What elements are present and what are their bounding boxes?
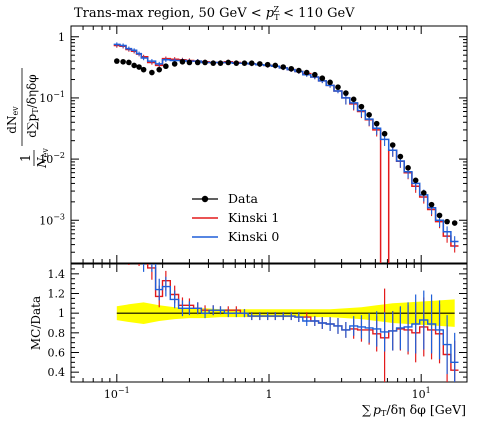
y-tick-label: 10−1 xyxy=(39,90,65,105)
data-point xyxy=(202,59,208,66)
x-axis-label: ∑ pT/δη δφ [GeV] xyxy=(362,402,466,418)
data-point xyxy=(412,177,419,184)
ratio-series xyxy=(128,264,459,382)
data-point xyxy=(366,111,372,118)
data-point xyxy=(225,59,232,66)
legend: Data Kinski 1 Kinski 0 xyxy=(192,191,279,244)
data-point xyxy=(120,58,126,65)
data-point xyxy=(280,64,287,70)
data-point xyxy=(381,130,388,137)
svg-text:d∑pT/δηδφ: d∑pT/δηδφ xyxy=(25,74,40,137)
data-point xyxy=(327,79,333,86)
data-point xyxy=(248,60,255,66)
data-point xyxy=(241,60,248,66)
data-point xyxy=(296,67,302,74)
svg-text:Nev: Nev xyxy=(35,148,50,169)
data-point xyxy=(288,65,295,72)
data-point xyxy=(163,63,169,70)
ratio-y-axis-label: MC/Data xyxy=(29,296,43,350)
data-point xyxy=(186,59,193,66)
ratio-line-kinski1 xyxy=(147,264,459,371)
data-point xyxy=(444,218,450,225)
svg-text:Kinski 1: Kinski 1 xyxy=(228,210,279,225)
data-point xyxy=(343,90,349,96)
legend-entry-kinski0: Kinski 0 xyxy=(192,229,279,244)
ratio-line-kinski0 xyxy=(154,264,459,363)
legend-entry-kinski1: Kinski 1 xyxy=(192,210,279,225)
main-axis-ticks xyxy=(70,26,468,264)
x-tick-label: 10−1 xyxy=(104,386,130,401)
data-point xyxy=(451,220,458,226)
data-point xyxy=(256,61,263,67)
svg-text:dNev: dNev xyxy=(5,106,20,134)
y-tick-label: 1 xyxy=(58,31,65,44)
legend-entry-data: Data xyxy=(192,191,258,206)
ratio-tick-label: 0.6 xyxy=(48,347,66,360)
data-point xyxy=(272,62,279,69)
data-point xyxy=(171,61,178,67)
data-point xyxy=(373,120,380,127)
data-point xyxy=(436,212,443,219)
series-line-kinski1 xyxy=(113,44,459,263)
ratio-tick-label: 1.4 xyxy=(48,268,66,281)
data-point xyxy=(264,61,271,68)
data-point xyxy=(420,190,427,196)
tick-labels: 10−1 1 101 1 10−1 10−2 10−3 1.4 1.2 1 0.8 0.6 0.4 xyxy=(39,31,431,401)
data-point xyxy=(140,66,147,73)
data-point xyxy=(149,69,155,76)
x-tick-label: 1 xyxy=(266,388,273,401)
svg-text:Kinski 0: Kinski 0 xyxy=(228,229,279,244)
svg-text:1: 1 xyxy=(19,154,34,162)
data-point xyxy=(233,60,240,66)
data-point xyxy=(179,58,186,65)
data-uncertainty-band xyxy=(116,299,455,327)
svg-text:Data: Data xyxy=(228,191,258,206)
data-point xyxy=(131,62,137,69)
series-line-kinski0 xyxy=(113,43,459,243)
data-point xyxy=(210,60,217,66)
data-point xyxy=(312,71,318,78)
data-point xyxy=(319,75,326,82)
data-point xyxy=(217,60,224,66)
ratio-tick-label: 0.4 xyxy=(48,366,66,379)
ratio-tick-label: 1 xyxy=(58,307,65,320)
data-point xyxy=(335,84,341,90)
ratio-tick-label: 1.2 xyxy=(48,288,66,301)
x-tick-label: 101 xyxy=(412,386,431,401)
data-point xyxy=(126,59,132,66)
y-tick-label: 10−3 xyxy=(39,212,65,227)
data-point xyxy=(194,59,201,66)
data-point xyxy=(397,153,404,160)
y-axis-label: 1 Nev dNev d∑pT/δηδφ xyxy=(5,68,50,169)
main-series xyxy=(113,42,459,263)
data-point xyxy=(358,103,365,110)
y-tick-label: 10−2 xyxy=(39,151,65,166)
data-point xyxy=(389,142,396,148)
data-point xyxy=(156,66,163,73)
data-point xyxy=(303,69,310,76)
data-point xyxy=(350,96,357,103)
data-point xyxy=(114,58,120,64)
data-point xyxy=(405,165,411,171)
ratio-tick-label: 0.8 xyxy=(48,327,66,340)
data-point xyxy=(136,64,142,70)
ratio-axis-ticks xyxy=(70,263,468,383)
chart-title: Trans-max region, 50 GeV < pTZ < 110 GeV xyxy=(74,5,355,22)
data-point xyxy=(428,201,435,208)
